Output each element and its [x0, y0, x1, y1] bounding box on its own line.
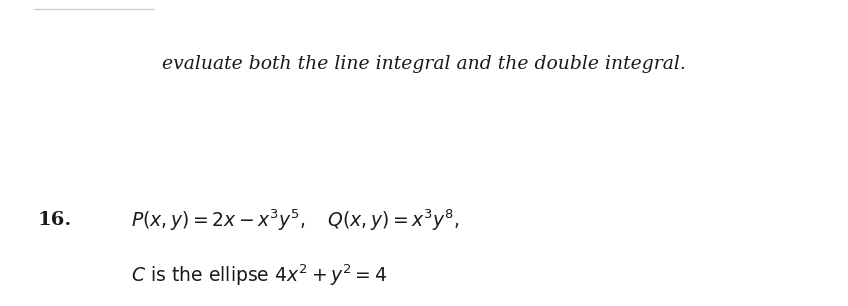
Text: $P(x, y) = 2x - x^3y^5, \quad Q(x, y) = x^3y^8,$: $P(x, y) = 2x - x^3y^5, \quad Q(x, y) = …: [131, 207, 460, 233]
Text: evaluate both the line integral and the double integral.: evaluate both the line integral and the …: [162, 55, 686, 73]
Text: $C\ \mathrm{is\ the\ ellipse}\ 4x^2 + y^2 = 4$: $C\ \mathrm{is\ the\ ellipse}\ 4x^2 + y^…: [131, 263, 388, 288]
Text: 16.: 16.: [38, 211, 72, 229]
